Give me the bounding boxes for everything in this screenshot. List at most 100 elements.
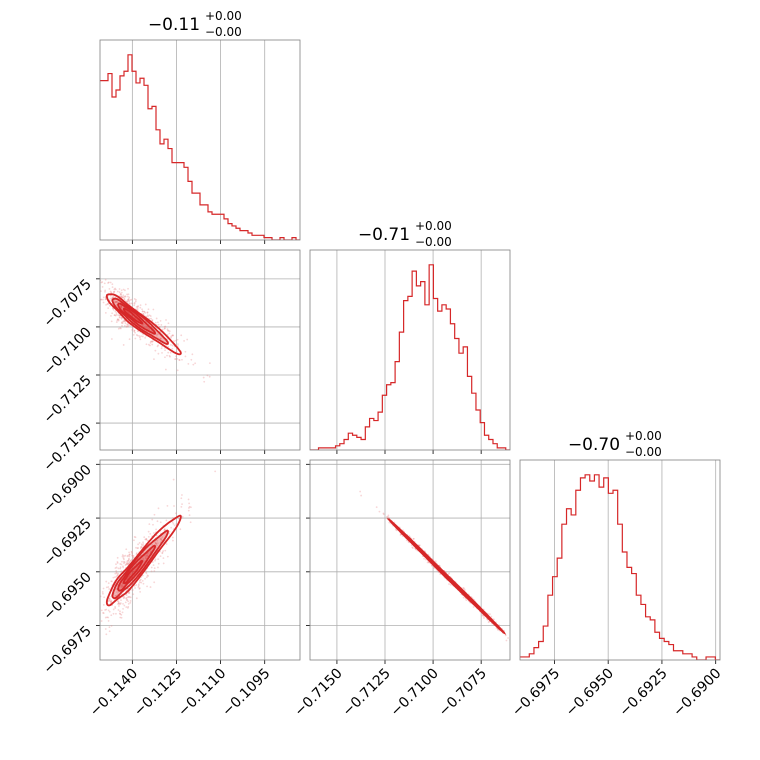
sample-point [104, 616, 107, 619]
sample-point [120, 295, 123, 298]
x-tick-label: −0.7075 [436, 666, 490, 720]
sample-point [169, 351, 172, 354]
sample-point [145, 554, 148, 557]
sample-point [128, 338, 131, 341]
sample-point [176, 358, 179, 360]
sample-point [133, 535, 136, 538]
sample-point [126, 325, 129, 328]
sample-point [120, 570, 123, 573]
sample-point [117, 602, 120, 605]
sample-point [133, 329, 136, 332]
sample-point [167, 329, 170, 332]
sample-point [169, 355, 171, 358]
sample-point [143, 560, 145, 563]
sample-point [154, 349, 157, 352]
sample-point [120, 616, 123, 619]
sample-point [155, 542, 157, 545]
sample-point [131, 326, 134, 329]
sample-point [208, 375, 211, 378]
sample-point [142, 313, 145, 316]
sample-point [114, 287, 117, 290]
sample-point [119, 602, 122, 605]
title-lower-error: −0.00 [205, 25, 242, 39]
sample-point [145, 571, 147, 574]
sample-point [115, 571, 118, 574]
sample-point [108, 626, 111, 629]
sample-point [120, 294, 122, 296]
sample-point [115, 321, 118, 323]
sample-point [203, 380, 206, 383]
sample-point [138, 336, 141, 339]
sample-point [119, 293, 122, 295]
sample-point [131, 589, 134, 591]
sample-point [125, 597, 127, 600]
sample-point [119, 316, 121, 319]
sample-point [127, 559, 129, 562]
sample-point [137, 305, 140, 308]
sample-point [149, 532, 152, 535]
sample-point [149, 340, 152, 343]
sample-point [125, 597, 128, 599]
sample-point [143, 310, 146, 313]
sample-point [115, 300, 118, 303]
sample-point [159, 538, 162, 541]
sample-point [126, 562, 129, 565]
sample-point [155, 317, 158, 320]
sample-point [190, 358, 193, 361]
sample-point [105, 304, 107, 306]
sample-point [134, 300, 137, 303]
sample-point [120, 322, 123, 324]
sample-point [161, 351, 163, 354]
sample-point [115, 569, 118, 572]
sample-point [131, 329, 134, 331]
sample-point [107, 582, 110, 585]
sample-point [111, 580, 113, 583]
sample-point [482, 615, 485, 617]
panel-frame [99, 249, 301, 451]
sample-point [135, 298, 137, 301]
sample-point [165, 319, 167, 321]
histogram-2 [310, 264, 510, 450]
sample-point [163, 528, 166, 530]
sample-point [117, 314, 120, 317]
sample-point [130, 551, 133, 554]
sample-point [111, 312, 114, 315]
sample-point [521, 649, 523, 651]
sample-point [114, 310, 117, 313]
sample-point [127, 600, 130, 603]
sample-point [115, 301, 117, 304]
sample-point [123, 604, 126, 607]
sample-point [449, 583, 452, 586]
sample-point [399, 534, 402, 536]
sample-point [120, 305, 123, 308]
sample-point [148, 314, 151, 317]
sample-point [125, 548, 128, 551]
title-value: −0.70 [568, 435, 620, 455]
sample-point [108, 597, 111, 600]
sample-point [128, 575, 130, 578]
sample-point [148, 328, 151, 330]
sample-point [113, 314, 116, 317]
panel-frame [309, 249, 511, 451]
sample-point [154, 558, 157, 561]
sample-point [124, 295, 127, 298]
contour-line [386, 518, 507, 635]
x-tick-label: −0.6950 [563, 666, 617, 720]
sample-point [161, 328, 164, 331]
sample-point [173, 524, 176, 527]
sample-point [127, 311, 130, 314]
sample-point [378, 510, 381, 513]
sample-point [100, 290, 102, 292]
sample-point [141, 544, 144, 547]
sample-point [172, 334, 174, 337]
sample-point [118, 605, 120, 607]
sample-point [108, 600, 111, 602]
sample-point [128, 296, 131, 299]
sample-point [120, 291, 123, 294]
sample-point [129, 299, 132, 301]
sample-point [175, 358, 177, 360]
sample-point [113, 288, 116, 291]
sample-point [130, 298, 133, 301]
sample-point [184, 350, 187, 353]
sample-point [146, 554, 149, 556]
